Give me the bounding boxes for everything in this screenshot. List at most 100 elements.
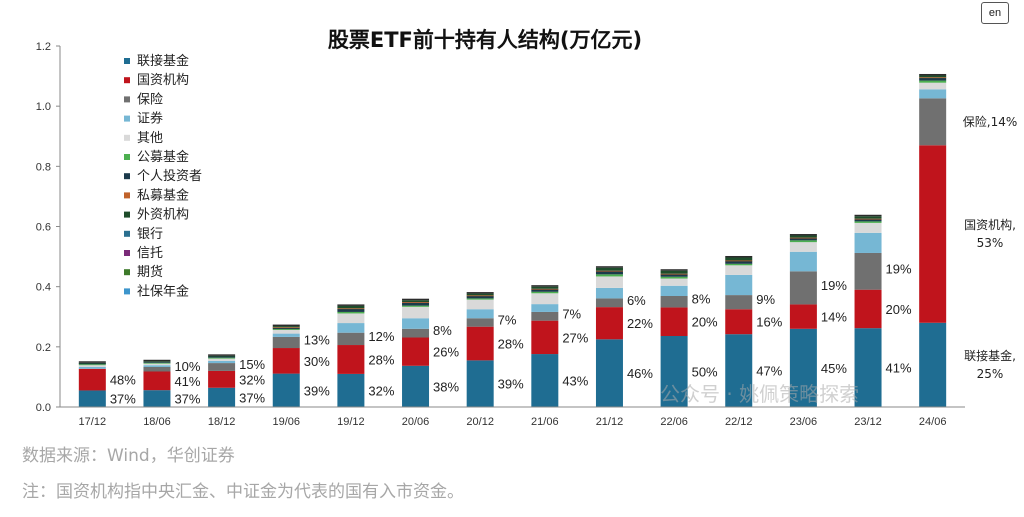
bar-18-06-series-1 (143, 371, 171, 391)
bar-20-06-series-8 (402, 300, 430, 303)
pct-label: 43% (562, 374, 588, 389)
pct-label: 39% (498, 377, 524, 392)
bar-22-06-series-2 (660, 295, 688, 308)
pct-label: 37% (174, 392, 200, 407)
bar-24-06-series-7 (919, 77, 947, 79)
bar-21-12-series-3 (595, 287, 623, 299)
legend-swatch (124, 192, 130, 199)
bar-24-06-series-4 (919, 82, 947, 90)
x-tick-label: 21/12 (596, 416, 624, 428)
pct-label: 32% (368, 383, 394, 398)
bar-23-06-series-7 (789, 237, 817, 239)
legend-entry: 公募基金 (137, 149, 189, 165)
footnote: 注：国资机构指中央汇金、中证金为代表的国有入市资金。 (22, 482, 464, 502)
bar-23-06-series-1 (789, 304, 817, 329)
bar-20-12-series-5 (466, 298, 494, 300)
bar-19-12-series-0 (337, 373, 365, 407)
bar-20-12-series-7 (466, 295, 494, 297)
pct-label: 48% (110, 373, 136, 388)
pct-label: 26% (433, 345, 459, 360)
pct-label: 28% (498, 337, 524, 352)
bar-19-06-series-5 (272, 329, 300, 330)
x-tick-label: 23/12 (854, 416, 882, 428)
bar-24-06-series-2 (919, 98, 947, 146)
bar-18-12-series-5 (208, 357, 236, 359)
bar-20-12-series-0 (466, 360, 494, 407)
language-badge[interactable]: en (981, 2, 1009, 24)
pct-label: 32% (239, 372, 265, 387)
y-tick-label: 1.2 (36, 41, 51, 53)
bar-20-12-series-1 (466, 326, 494, 361)
bar-23-06-series-5 (789, 240, 817, 243)
bar-17-12-series-6 (78, 363, 106, 365)
x-tick-label: 22/12 (725, 416, 753, 428)
pct-label: 19% (886, 261, 912, 276)
x-tick-label: 18/06 (143, 416, 171, 428)
bar-20-06-series-7 (402, 302, 430, 303)
bar-17-12-series-3 (78, 366, 106, 369)
pct-label: 20% (886, 302, 912, 317)
bar-21-12-series-1 (595, 307, 623, 340)
bar-24-06-series-1 (919, 145, 947, 323)
bar-18-12-series-6 (208, 356, 236, 358)
bar-18-12-series-4 (208, 358, 236, 361)
bar-21-12-series-0 (595, 339, 623, 407)
pct-label: 41% (174, 374, 200, 389)
bar-top-edge (143, 359, 171, 362)
x-tick-label: 24/06 (919, 416, 947, 428)
bar-22-06-series-8 (660, 270, 688, 274)
legend-swatch (124, 115, 130, 122)
data-source-note: 数据来源：Wind，华创证券 (22, 446, 235, 466)
pct-label: 12% (368, 329, 394, 344)
bar-20-12-series-4 (466, 299, 494, 310)
side-label: 联接基金, (964, 348, 1016, 363)
bar-19-06-series-8 (272, 326, 300, 328)
bar-21-06-series-2 (531, 311, 559, 321)
pct-label: 45% (821, 361, 847, 376)
pct-label: 6% (627, 293, 646, 308)
bar-23-12-series-3 (854, 232, 882, 253)
bar-20-12-series-3 (466, 309, 494, 319)
bar-18-06-series-8 (143, 361, 171, 363)
bar-top-edge (595, 266, 623, 268)
side-label: 国资机构, (964, 217, 1016, 232)
bar-18-06-series-3 (143, 365, 171, 367)
bar-23-06-series-3 (789, 251, 817, 272)
stacked-bar-chart: 股票ETF前十持有人结构(万亿元) 0.00.20.40.60.81.01.2 … (36, 28, 1018, 428)
bar-22-12-series-5 (725, 263, 753, 266)
y-tick-label: 0.2 (36, 342, 51, 354)
bar-18-12-series-1 (208, 370, 236, 388)
bar-top-edge (725, 255, 753, 258)
bar-22-12-series-7 (725, 260, 753, 262)
pct-label: 8% (433, 323, 452, 338)
bar-19-06-series-1 (272, 348, 300, 374)
bar-17-12-series-8 (78, 362, 106, 364)
bar-19-12-series-5 (337, 311, 365, 314)
bar-18-06-series-0 (143, 390, 171, 407)
pct-label: 47% (756, 364, 782, 379)
legend-swatch (124, 134, 130, 141)
bar-24-06-series-8 (919, 75, 947, 78)
bar-22-12-series-2 (725, 295, 753, 310)
legend-swatch (124, 77, 130, 84)
bar-21-06-series-3 (531, 304, 559, 312)
bar-23-12-series-5 (854, 221, 882, 223)
bar-23-06-series-6 (789, 237, 817, 241)
bars (78, 73, 947, 407)
bar-19-12-series-3 (337, 323, 365, 333)
pct-label: 41% (886, 361, 912, 376)
bar-24-06-series-6 (919, 77, 947, 81)
side-label: 25% (977, 367, 1004, 381)
bar-18-06-series-6 (143, 361, 171, 363)
bar-top-edge (466, 292, 494, 294)
legend-entry: 信托 (137, 246, 163, 261)
pct-label: 27% (562, 330, 588, 345)
bar-23-12-series-4 (854, 222, 882, 233)
pct-label: 16% (756, 315, 782, 330)
bar-22-06-series-4 (660, 278, 688, 286)
bar-22-06-series-6 (660, 274, 688, 277)
bar-top-edge (78, 361, 106, 363)
bar-22-12-series-8 (725, 257, 753, 261)
bar-19-12-series-1 (337, 345, 365, 374)
bar-22-06-series-1 (660, 307, 688, 337)
